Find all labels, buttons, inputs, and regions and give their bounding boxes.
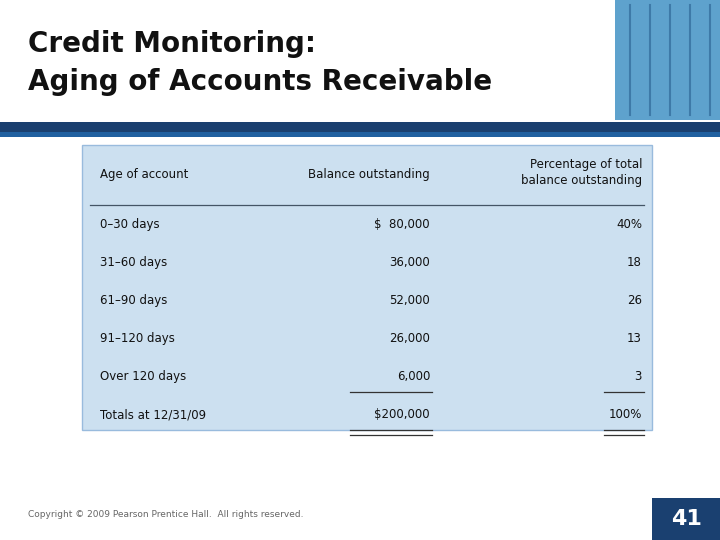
Text: 61–90 days: 61–90 days [100, 294, 167, 307]
Bar [0, 132, 720, 137]
Text: 36,000: 36,000 [390, 256, 430, 269]
Text: 40%: 40% [616, 218, 642, 231]
Text: Age of account: Age of account [100, 168, 189, 181]
Text: Totals at 12/31/09: Totals at 12/31/09 [100, 408, 206, 421]
Text: 31–60 days: 31–60 days [100, 256, 167, 269]
Text: 26,000: 26,000 [389, 332, 430, 345]
Text: 18: 18 [627, 256, 642, 269]
Text: 0–30 days: 0–30 days [100, 218, 160, 231]
Text: 6,000: 6,000 [397, 370, 430, 383]
Text: 26: 26 [627, 294, 642, 307]
Text: 52,000: 52,000 [390, 294, 430, 307]
Text: 13: 13 [627, 332, 642, 345]
Text: Aging of Accounts Receivable: Aging of Accounts Receivable [28, 68, 492, 96]
Text: Over 120 days: Over 120 days [100, 370, 186, 383]
Bar [652, 498, 720, 540]
Text: 100%: 100% [608, 408, 642, 421]
Text: Balance outstanding: Balance outstanding [308, 168, 430, 181]
Text: $200,000: $200,000 [374, 408, 430, 421]
Text: Copyright © 2009 Pearson Prentice Hall.  All rights reserved.: Copyright © 2009 Pearson Prentice Hall. … [28, 510, 304, 519]
Text: Credit Monitoring:: Credit Monitoring: [28, 30, 316, 58]
Text: $  80,000: $ 80,000 [374, 218, 430, 231]
Bar [0, 122, 720, 132]
Text: 3: 3 [634, 370, 642, 383]
Bar [615, 0, 720, 120]
Text: Percentage of total
balance outstanding: Percentage of total balance outstanding [521, 158, 642, 187]
Bar [615, 0, 720, 120]
Text: 91–120 days: 91–120 days [100, 332, 175, 345]
Text: 41: 41 [670, 509, 701, 529]
Bar [82, 145, 652, 430]
